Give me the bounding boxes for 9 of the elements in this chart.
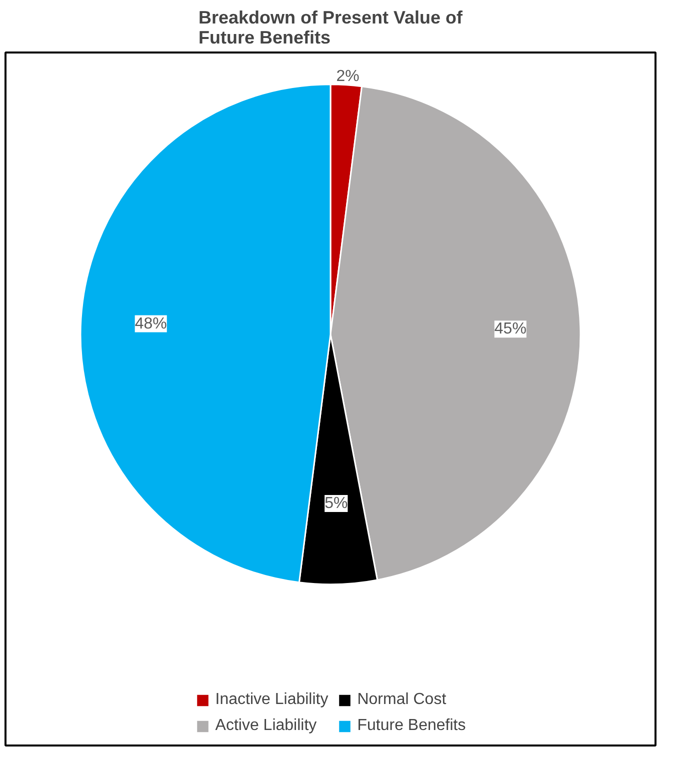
data-label: 2% bbox=[336, 68, 360, 85]
data-label: 45% bbox=[494, 320, 526, 338]
legend-label: Future Benefits bbox=[357, 717, 466, 735]
data-label: 48% bbox=[134, 315, 167, 332]
legend-label: Inactive Liability bbox=[215, 691, 328, 709]
legend-label: Normal Cost bbox=[357, 691, 446, 709]
data-label: 5% bbox=[324, 494, 348, 512]
chart-title: Breakdown of Present Value of Future Benefits bbox=[198, 8, 464, 48]
legend-label: Active Liability bbox=[215, 717, 317, 735]
